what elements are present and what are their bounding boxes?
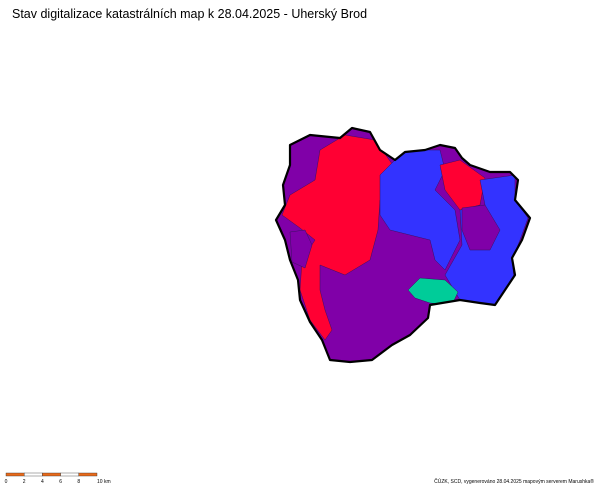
district-outline: [274, 126, 532, 364]
scale-segment: [24, 472, 43, 477]
district: [276, 128, 530, 362]
scale-label: 6: [59, 479, 62, 485]
region-purple: [461, 204, 501, 251]
region-blue: [379, 149, 461, 271]
region-red: [439, 159, 486, 211]
region-teal: [407, 277, 459, 306]
scale-label: 4: [41, 479, 44, 485]
scale-label: 2: [23, 479, 26, 485]
scale-bar: 0 2 4 6 8 10 km: [5, 472, 111, 485]
map-title: Stav digitalizace katastrálních map k 28…: [12, 7, 367, 21]
scale-label: 0: [5, 479, 8, 485]
region-purple: [289, 229, 313, 269]
scale-segment: [42, 472, 61, 477]
scale-label: 10 km: [97, 479, 111, 485]
scale-segment: [60, 472, 79, 477]
credit: ČÚZK, SCD, vygenerováno 28.04.2025 mapov…: [434, 478, 594, 485]
scale-segment: [5, 472, 25, 477]
scale-segment: [78, 472, 98, 477]
scale-label: 8: [77, 479, 80, 485]
